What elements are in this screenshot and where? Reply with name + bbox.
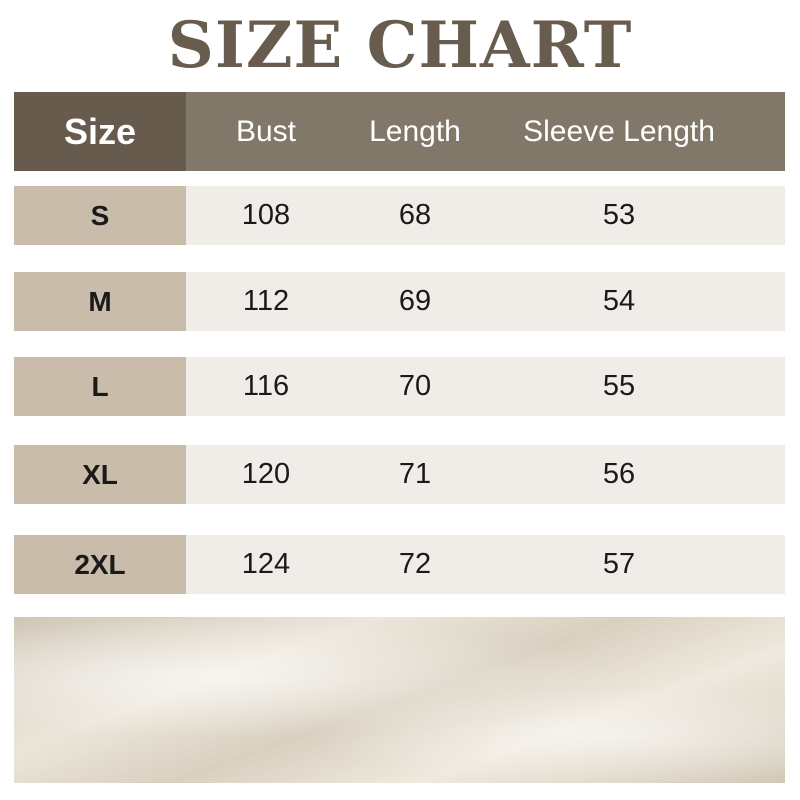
cell-length: 69	[398, 285, 432, 317]
cell-length: 72	[398, 548, 432, 580]
table-row: M 112 69 54	[14, 272, 785, 331]
cell-size: S	[14, 186, 186, 245]
cell-bust: 108	[241, 199, 291, 231]
table-row: 2XL 124 72 57	[14, 535, 785, 594]
cell-size: 2XL	[14, 535, 186, 594]
fabric-image	[14, 617, 785, 783]
page-title: SIZE CHART	[167, 8, 633, 83]
header-sleeve-length: Sleeve Length	[523, 114, 715, 148]
cell-length: 71	[398, 458, 432, 490]
cell-sleeve-length: 53	[602, 199, 636, 231]
cell-sleeve-length: 57	[602, 548, 636, 580]
cell-length: 68	[398, 199, 432, 231]
cell-bust: 120	[241, 458, 291, 490]
cell-sleeve-length: 55	[602, 370, 636, 402]
cell-bust: 124	[241, 548, 291, 580]
cell-sleeve-length: 56	[602, 458, 636, 490]
cell-bust: 116	[242, 370, 290, 402]
header-length: Length	[369, 114, 461, 148]
cell-size: XL	[14, 445, 186, 504]
cell-bust: 112	[242, 285, 290, 317]
header-bust: Bust	[235, 114, 297, 148]
header-size: Size	[14, 92, 186, 171]
table-row: XL 120 71 56	[14, 445, 785, 504]
table-row: L 116 70 55	[14, 357, 785, 416]
cell-size: L	[14, 357, 186, 416]
table-row: S 108 68 53	[14, 186, 785, 245]
table-header: Size Bust Length Sleeve Length	[14, 92, 785, 171]
cell-size: M	[14, 272, 186, 331]
cell-length: 70	[398, 370, 432, 402]
cell-sleeve-length: 54	[602, 285, 636, 317]
